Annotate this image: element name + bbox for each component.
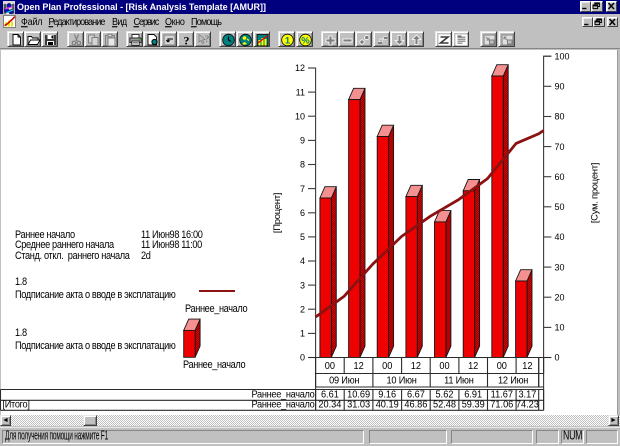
svg-text:20.34: 20.34	[318, 399, 342, 410]
svg-text:70: 70	[555, 142, 565, 152]
svg-text:10: 10	[555, 323, 565, 333]
svg-text:30: 30	[555, 262, 565, 272]
svg-text:3.17: 3.17	[518, 389, 536, 400]
svg-text:1: 1	[285, 36, 291, 47]
svg-text:31.03: 31.03	[347, 399, 370, 410]
svg-text:4: 4	[300, 256, 305, 266]
svg-text:20: 20	[555, 292, 565, 302]
svg-text:12: 12	[295, 63, 305, 73]
svg-text:09 Июн: 09 Июн	[329, 375, 359, 386]
svg-text:2: 2	[300, 304, 305, 314]
svg-text:12 Июн: 12 Июн	[498, 375, 528, 386]
svg-text:[Процент]: [Процент]	[272, 193, 283, 233]
svg-text:12: 12	[411, 361, 421, 372]
svg-text:8: 8	[300, 160, 305, 170]
svg-text:11 Июн: 11 Июн	[444, 375, 473, 386]
svg-text:12: 12	[522, 361, 532, 372]
svg-text:6.67: 6.67	[407, 389, 425, 400]
svg-text:10 Июн: 10 Июн	[387, 375, 417, 386]
svg-text:5: 5	[300, 232, 305, 242]
svg-text:0: 0	[555, 353, 560, 363]
svg-text:6.61: 6.61	[321, 389, 339, 400]
svg-text:[Итого]: [Итого]	[3, 399, 30, 410]
svg-text:Раннее_начало: Раннее_начало	[252, 389, 315, 400]
svg-text:00: 00	[439, 361, 449, 372]
svg-text:3: 3	[300, 280, 305, 290]
svg-text:?: ?	[183, 34, 189, 48]
svg-text:7: 7	[300, 184, 305, 194]
svg-text:50: 50	[555, 202, 565, 212]
svg-text:%: %	[301, 36, 310, 47]
svg-text:6.91: 6.91	[464, 389, 482, 400]
svg-text:[Сум. процент]: [Сум. процент]	[590, 163, 601, 223]
svg-text:5.62: 5.62	[436, 389, 454, 400]
svg-text:12: 12	[353, 361, 363, 372]
svg-text:00: 00	[497, 361, 507, 372]
svg-text:9: 9	[300, 136, 305, 146]
svg-text:11: 11	[296, 87, 305, 97]
svg-text:59.39: 59.39	[462, 399, 485, 410]
svg-text:10.69: 10.69	[347, 389, 370, 400]
svg-text:Раннее_начало: Раннее_начало	[252, 399, 315, 410]
svg-text:100: 100	[555, 51, 570, 61]
svg-text:00: 00	[382, 361, 392, 372]
svg-text:11.67: 11.67	[491, 389, 513, 400]
svg-text:71.06: 71.06	[490, 399, 513, 410]
svg-text:74.23: 74.23	[516, 399, 539, 410]
svg-text:46.86: 46.86	[404, 399, 427, 410]
svg-text:6: 6	[300, 208, 305, 218]
svg-text:90: 90	[555, 82, 565, 92]
svg-text:40.19: 40.19	[376, 399, 399, 410]
svg-text:1: 1	[300, 329, 305, 339]
svg-text:12: 12	[468, 361, 478, 372]
svg-text:9.16: 9.16	[378, 389, 396, 400]
svg-text:00: 00	[325, 361, 335, 372]
svg-text:52.48: 52.48	[433, 399, 456, 410]
svg-text:40: 40	[555, 232, 565, 242]
svg-text:0: 0	[300, 353, 305, 363]
svg-text:10: 10	[295, 112, 305, 122]
svg-text:?: ?	[204, 34, 209, 44]
svg-text:80: 80	[555, 112, 565, 122]
svg-text:60: 60	[555, 172, 565, 182]
